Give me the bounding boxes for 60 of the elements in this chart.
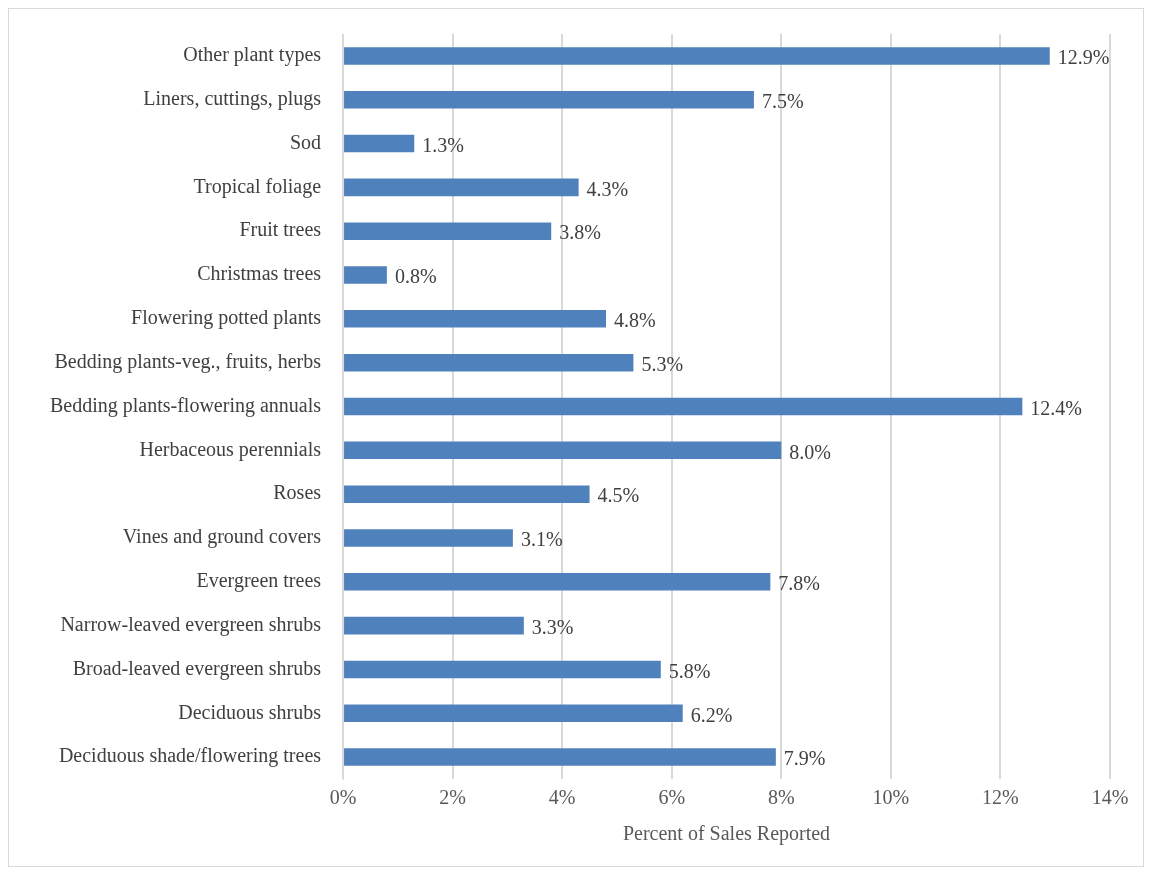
y-tick-label: Fruit trees (239, 218, 322, 241)
data-label: 4.3% (586, 177, 629, 200)
y-tick-label: Herbaceous perennials (139, 437, 322, 461)
bar (344, 353, 634, 372)
bar (344, 529, 513, 547)
y-tick-label: Broad-leaved evergreen shrubs (72, 656, 322, 680)
bar (344, 47, 1050, 65)
bar (344, 178, 579, 197)
bar (344, 704, 683, 723)
bar (344, 397, 1023, 416)
bar (344, 748, 776, 766)
y-tick-label: Liners, cuttings, plugs (143, 86, 322, 110)
y-tick-label: Deciduous shrubs (178, 700, 322, 723)
data-label: 12.4% (1030, 396, 1083, 419)
x-tick-label: 2% (439, 786, 466, 809)
x-tick-label: 12% (982, 786, 1019, 809)
bar (344, 310, 607, 328)
y-tick-label: Sod (289, 130, 322, 153)
y-tick-label: Christmas trees (197, 262, 322, 285)
data-label: 7.9% (783, 747, 826, 770)
y-tick-label: Bedding plants-veg., fruits, herbs (54, 349, 322, 373)
x-tick-label: 10% (872, 786, 910, 809)
y-tick-label: Flowering potted plants (131, 306, 322, 330)
y-tick-label: Roses (273, 481, 322, 504)
data-label: 3.8% (559, 221, 601, 244)
data-label: 4.5% (597, 484, 640, 507)
y-tick-label: Deciduous shade/flowering trees (58, 744, 322, 768)
bar (344, 485, 590, 503)
x-axis-title: Percent of Sales Reported (622, 822, 831, 846)
data-label: 6.2% (690, 703, 733, 726)
bar (344, 134, 415, 153)
y-tick-label: Tropical foliage (193, 174, 322, 198)
data-label: 7.5% (761, 89, 804, 112)
bar (344, 616, 524, 635)
bar (344, 90, 754, 109)
data-label: 3.1% (520, 528, 563, 551)
x-tick-label: 4% (548, 786, 576, 809)
y-tick-label: Narrow-leaved evergreen shrubs (60, 612, 322, 636)
bar (344, 441, 782, 460)
bar (344, 660, 661, 679)
data-label: 4.8% (614, 309, 656, 332)
data-label: 5.8% (668, 659, 711, 682)
data-label: 3.3% (531, 615, 574, 638)
bar (344, 266, 387, 284)
x-tick-label: 8% (767, 786, 795, 809)
x-tick-label: 6% (658, 786, 686, 809)
y-tick-label: Bedding plants-flowering annuals (49, 393, 322, 417)
data-label: 8.0% (789, 440, 831, 463)
data-label: 1.3% (422, 133, 464, 156)
y-tick-label: Other plant types (183, 43, 322, 67)
bar (344, 573, 771, 591)
x-tick-label: 0% (329, 786, 357, 809)
bar (344, 222, 552, 240)
data-label: 12.9% (1057, 46, 1110, 69)
y-tick-label: Vines and ground covers (122, 525, 322, 549)
data-label: 5.3% (641, 352, 684, 375)
y-tick-label: Evergreen trees (196, 569, 322, 593)
data-label: 7.8% (778, 572, 821, 595)
x-tick-label: 14% (1091, 786, 1129, 809)
data-label: 0.8% (394, 265, 437, 288)
